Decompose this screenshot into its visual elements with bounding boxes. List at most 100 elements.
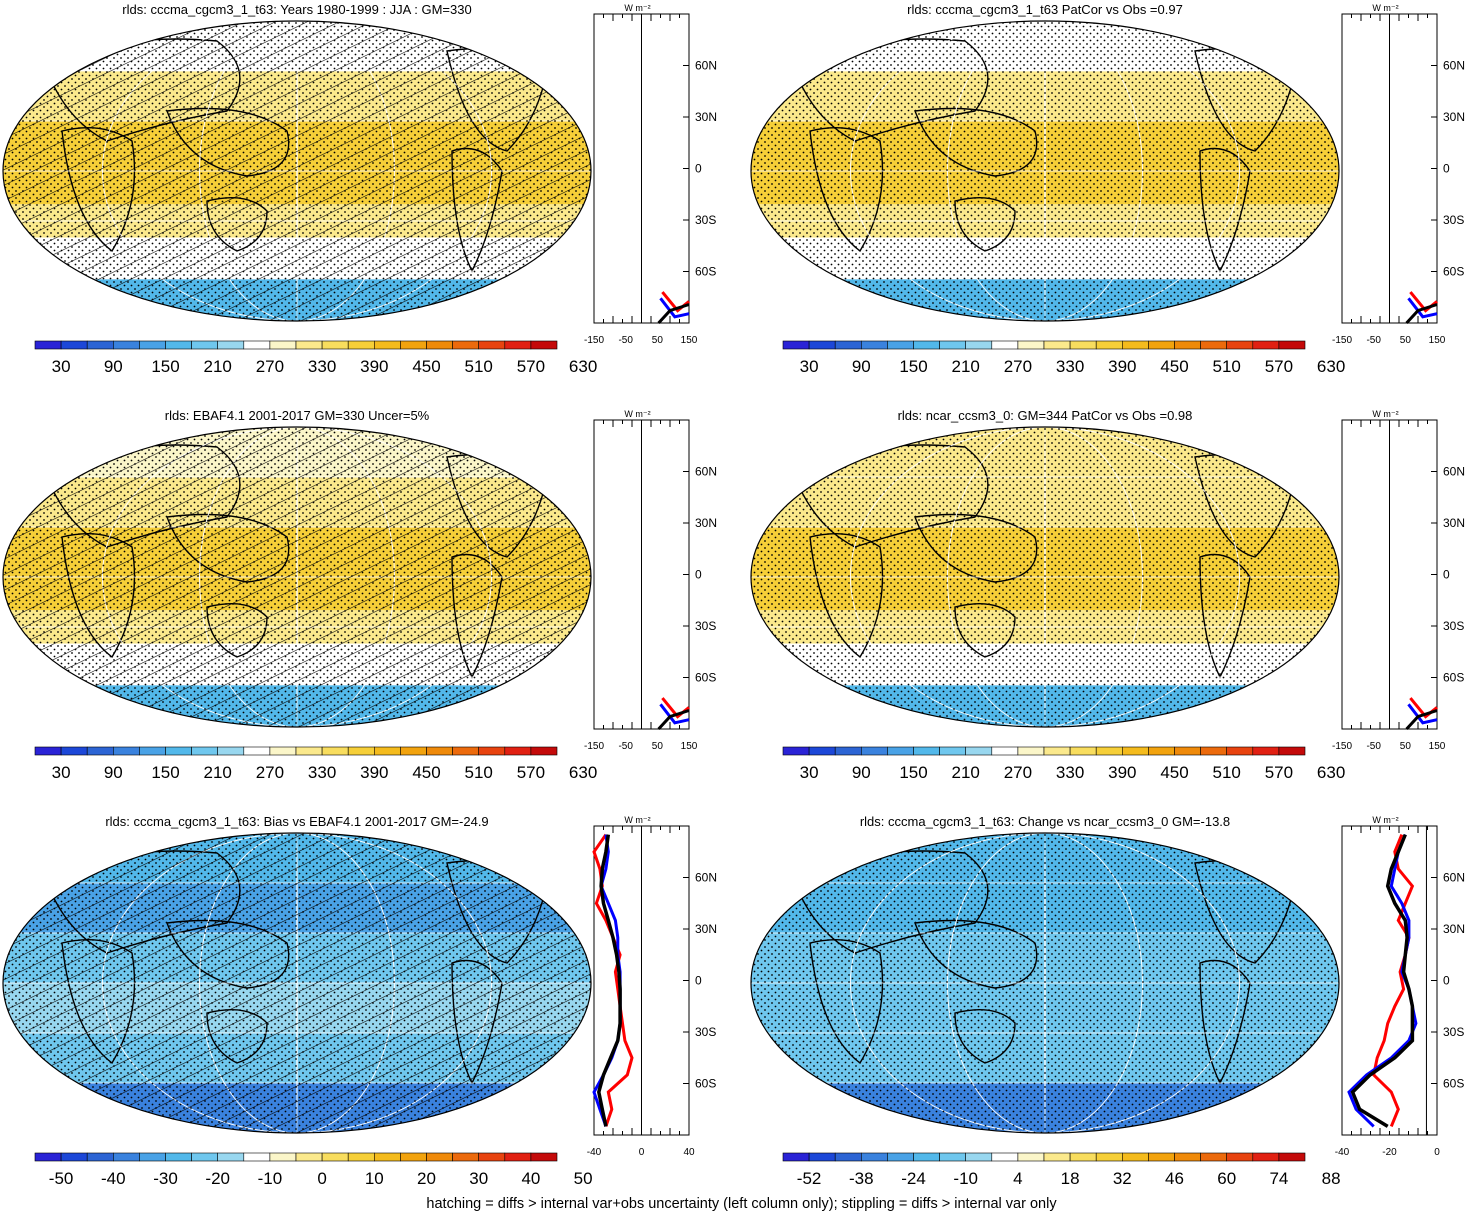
profile-lat-label: 30S — [695, 1025, 716, 1039]
colorbar-label: 270 — [1004, 357, 1032, 376]
profile-lat-label: 30N — [695, 516, 717, 530]
colorbar-label: 18 — [1061, 1169, 1080, 1188]
stippling — [751, 427, 1339, 727]
panel-p5: rlds: cccma_cgcm3_1_t63: Bias vs EBAF4.1… — [2, 814, 717, 1188]
profile-lat-label: 60N — [1443, 59, 1465, 73]
colorbar-swatch — [295, 340, 323, 350]
profile-xtick-label: 50 — [652, 335, 664, 346]
colorbar-label: 570 — [517, 763, 545, 782]
colorbar-label: 450 — [1160, 357, 1188, 376]
profile-lat-label: 30S — [695, 619, 716, 633]
colorbar-label: 450 — [412, 357, 440, 376]
profile-lat-label: 30S — [1443, 1025, 1464, 1039]
colorbar-label: 330 — [308, 357, 336, 376]
colorbar-label: 30 — [800, 763, 819, 782]
colorbar-label: -10 — [258, 1169, 283, 1188]
profile-series-black — [657, 303, 690, 325]
colorbar-label: 570 — [1265, 357, 1293, 376]
map-field — [3, 21, 591, 321]
profile-xtick-label: -20 — [1382, 1147, 1397, 1158]
colorbar-label: 510 — [1213, 357, 1241, 376]
colorbar-swatch — [139, 340, 166, 350]
colorbar-label: 150 — [151, 763, 179, 782]
colorbar-swatch — [887, 340, 914, 350]
colorbar-swatch — [1095, 746, 1123, 756]
colorbar-swatch — [965, 746, 993, 756]
colorbar-label: 570 — [517, 357, 545, 376]
colorbar-swatch — [1069, 746, 1097, 756]
profile-xtick-label: -50 — [1366, 335, 1381, 346]
colorbar-label: 60 — [1217, 1169, 1236, 1188]
colorbar-swatch — [965, 1152, 993, 1162]
colorbar-swatch — [860, 340, 888, 350]
colorbar-swatch — [1252, 746, 1280, 756]
colorbar-label: 150 — [151, 357, 179, 376]
colorbar-swatch — [60, 340, 88, 350]
colorbar-swatch — [834, 340, 862, 350]
profile-lat-label: 0 — [1443, 974, 1450, 988]
colorbar-swatch — [347, 340, 375, 350]
colorbar-swatch — [373, 1152, 401, 1162]
profile-units: W m⁻² — [1372, 815, 1398, 825]
colorbar-swatch — [1174, 1152, 1201, 1162]
colorbar-label: 510 — [1213, 763, 1241, 782]
colorbar-swatch — [530, 746, 558, 756]
profile-lat-label: 60N — [695, 465, 717, 479]
colorbar-label: 630 — [569, 357, 597, 376]
colorbar-swatch — [139, 746, 166, 756]
profile-series-black — [1405, 709, 1438, 731]
colorbar-swatch — [1017, 340, 1045, 350]
profile-series-blue — [659, 297, 690, 319]
map-border — [2, 20, 592, 322]
colorbar-swatch — [834, 1152, 862, 1162]
profile-lat-label: 30N — [1443, 110, 1465, 124]
colorbar-swatch — [1278, 340, 1306, 350]
colorbar-swatch — [1278, 1152, 1306, 1162]
colorbar-swatch — [165, 1152, 192, 1162]
profile-series-blue — [1407, 703, 1438, 725]
colorbar-swatch — [347, 1152, 375, 1162]
colorbar-swatch — [939, 340, 966, 350]
profile-lat-label: 0 — [1443, 568, 1450, 582]
profile-xtick-label: 150 — [1429, 335, 1446, 346]
map-border — [750, 832, 1340, 1134]
colorbar-swatch — [1043, 340, 1071, 350]
profile-lat-label: 0 — [695, 568, 702, 582]
colorbar-swatch — [1226, 746, 1254, 756]
profile-xtick-label: 150 — [1429, 741, 1446, 752]
profile-xtick-label: -150 — [584, 335, 604, 346]
colorbar-swatch — [321, 746, 349, 756]
colorbar-label: 150 — [899, 763, 927, 782]
colorbar-swatch — [1069, 1152, 1097, 1162]
colorbar-label: 40 — [521, 1169, 540, 1188]
profile-lat-label: 0 — [1443, 162, 1450, 176]
panel-p2: rlds: cccma_cgcm3_1_t63 PatCor vs Obs =0… — [750, 2, 1465, 376]
colorbar-label: 90 — [852, 357, 871, 376]
colorbar-swatch — [191, 1152, 219, 1162]
colorbar-swatch — [991, 1152, 1019, 1162]
colorbar-swatch — [887, 746, 914, 756]
colorbar-label: 30 — [52, 357, 71, 376]
colorbar-swatch — [60, 746, 88, 756]
colorbar-swatch — [295, 746, 323, 756]
profile-lat-label: 30N — [695, 110, 717, 124]
profile-xtick-label: -40 — [587, 1147, 602, 1158]
colorbar-label: 450 — [1160, 763, 1188, 782]
profile-lat-label: 60S — [1443, 671, 1464, 685]
profile-xtick-label: -50 — [1366, 741, 1381, 752]
profile-lat-label: 30S — [695, 213, 716, 227]
colorbar-swatch — [1174, 746, 1201, 756]
panel-p6: rlds: cccma_cgcm3_1_t63: Change vs ncar_… — [750, 814, 1465, 1188]
map-border — [2, 832, 592, 1134]
colorbar-swatch — [808, 746, 836, 756]
colorbar-swatch — [834, 746, 862, 756]
panel-title: rlds: cccma_cgcm3_1_t63: Years 1980-1999… — [122, 2, 471, 17]
colorbar-label: 630 — [1317, 763, 1345, 782]
colorbar-label: 510 — [465, 357, 493, 376]
panel-p1: rlds: cccma_cgcm3_1_t63: Years 1980-1999… — [2, 2, 717, 376]
colorbar-swatch — [426, 1152, 453, 1162]
panel-title: rlds: cccma_cgcm3_1_t63: Change vs ncar_… — [860, 814, 1230, 829]
colorbar-swatch — [165, 746, 192, 756]
colorbar-swatch — [295, 1152, 323, 1162]
colorbar-swatch — [808, 1152, 836, 1162]
